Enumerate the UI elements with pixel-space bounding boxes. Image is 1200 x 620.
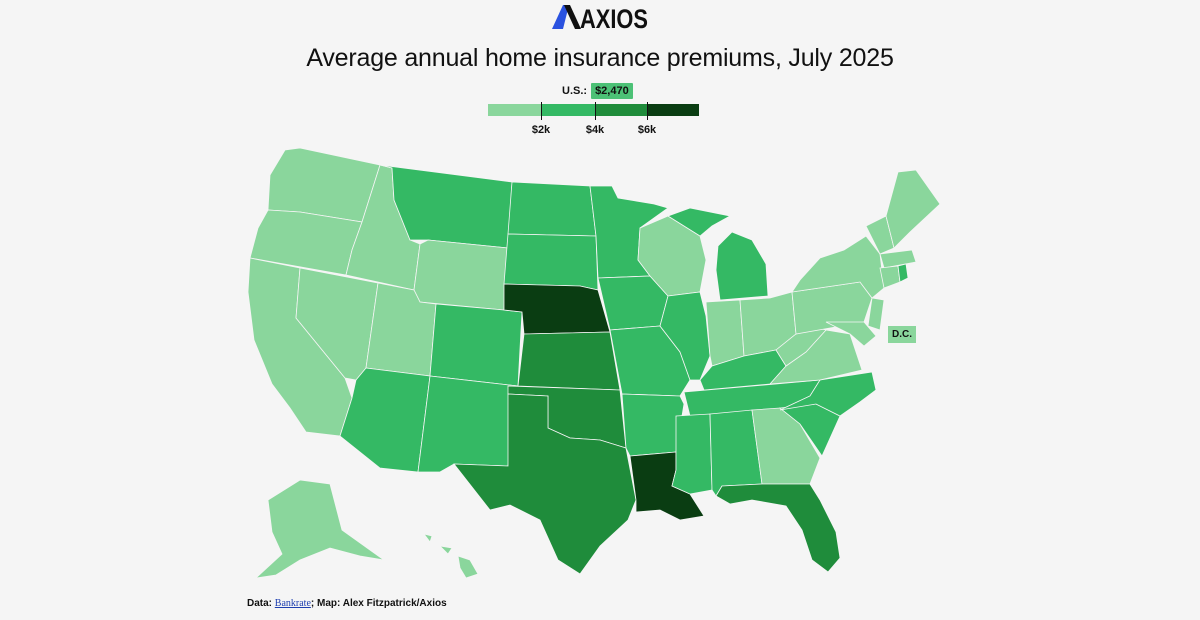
axios-logo: AXIOS bbox=[0, 2, 1200, 37]
state-texas bbox=[453, 393, 637, 575]
us-average: U.S.: $2,470 bbox=[562, 83, 633, 99]
state-north-carolina bbox=[779, 371, 877, 417]
dc-label: D.C. bbox=[888, 326, 916, 343]
state-rhode-island bbox=[897, 263, 909, 283]
state-new-jersey bbox=[867, 297, 885, 331]
legend-tick bbox=[647, 102, 648, 120]
state-kansas bbox=[517, 331, 621, 391]
legend-tick-label: $4k bbox=[585, 124, 605, 136]
legend-tick bbox=[541, 102, 542, 120]
legend-swatch-1 bbox=[488, 104, 541, 116]
us-average-value: $2,470 bbox=[591, 83, 633, 99]
state-alaska bbox=[254, 479, 385, 579]
source-note: Data: Bankrate; Map: Alex Fitzpatrick/Ax… bbox=[247, 598, 447, 609]
map-title: Average annual home insurance premiums, … bbox=[306, 44, 894, 72]
state-mississippi bbox=[671, 413, 713, 495]
state-wyoming bbox=[413, 239, 509, 311]
state-hawaii bbox=[423, 533, 479, 579]
legend-tick bbox=[595, 102, 596, 120]
logo-text: AXIOS bbox=[580, 4, 648, 32]
source-prefix: Data: bbox=[247, 598, 275, 609]
state-indiana bbox=[705, 299, 745, 367]
state-new-mexico bbox=[417, 375, 519, 473]
source-suffix: ; Map: Alex Fitzpatrick/Axios bbox=[310, 598, 447, 609]
us-average-label: U.S.: bbox=[562, 85, 588, 97]
legend-tick-label: $6k bbox=[637, 124, 657, 136]
color-legend bbox=[488, 104, 699, 116]
state-massachusetts bbox=[879, 249, 917, 269]
state-colorado bbox=[429, 303, 523, 387]
legend-swatch-4 bbox=[647, 104, 699, 116]
state-michigan-upper bbox=[667, 207, 732, 237]
state-north-dakota bbox=[507, 181, 597, 237]
state-connecticut bbox=[879, 265, 901, 289]
state-arizona bbox=[339, 367, 431, 473]
axios-logo-mark: AXIOS bbox=[552, 4, 648, 32]
state-south-dakota bbox=[503, 233, 599, 291]
state-michigan bbox=[715, 231, 769, 301]
legend-swatch-2 bbox=[541, 104, 595, 116]
state-maine bbox=[885, 169, 941, 249]
legend-swatch-3 bbox=[595, 104, 647, 116]
state-arkansas bbox=[621, 393, 685, 457]
source-link[interactable]: Bankrate bbox=[274, 598, 311, 609]
state-maryland-delaware bbox=[825, 321, 877, 347]
legend-tick-label: $2k bbox=[531, 124, 551, 136]
state-florida bbox=[715, 483, 841, 573]
